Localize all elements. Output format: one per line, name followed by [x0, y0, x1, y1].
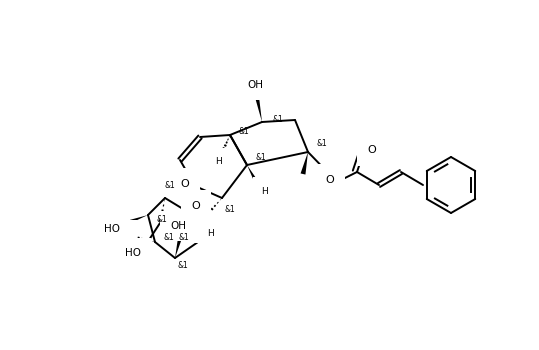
Text: O: O [368, 145, 376, 155]
Text: H: H [261, 187, 268, 196]
Text: &1: &1 [225, 205, 236, 215]
Text: O: O [181, 179, 189, 189]
Text: &1: &1 [157, 216, 168, 224]
Text: HO: HO [125, 248, 141, 258]
Polygon shape [247, 165, 259, 184]
Text: H: H [215, 158, 222, 167]
Text: &1: &1 [239, 127, 250, 136]
Text: OH: OH [247, 80, 263, 90]
Text: &1: &1 [164, 232, 175, 241]
Polygon shape [301, 152, 308, 175]
Text: O: O [192, 201, 201, 211]
Polygon shape [175, 238, 182, 258]
Text: &1: &1 [273, 114, 284, 124]
Polygon shape [255, 97, 262, 122]
Text: &1: &1 [164, 182, 175, 190]
Text: &1: &1 [178, 232, 189, 241]
Text: HO: HO [104, 224, 120, 234]
Text: &1: &1 [178, 261, 188, 271]
Text: &1: &1 [316, 140, 327, 148]
Text: HO: HO [111, 230, 127, 240]
Text: OH: OH [170, 221, 186, 231]
Text: O: O [326, 175, 334, 185]
Polygon shape [125, 215, 148, 225]
Text: &1: &1 [255, 153, 266, 161]
Text: O: O [204, 222, 212, 232]
Text: H: H [206, 230, 213, 238]
